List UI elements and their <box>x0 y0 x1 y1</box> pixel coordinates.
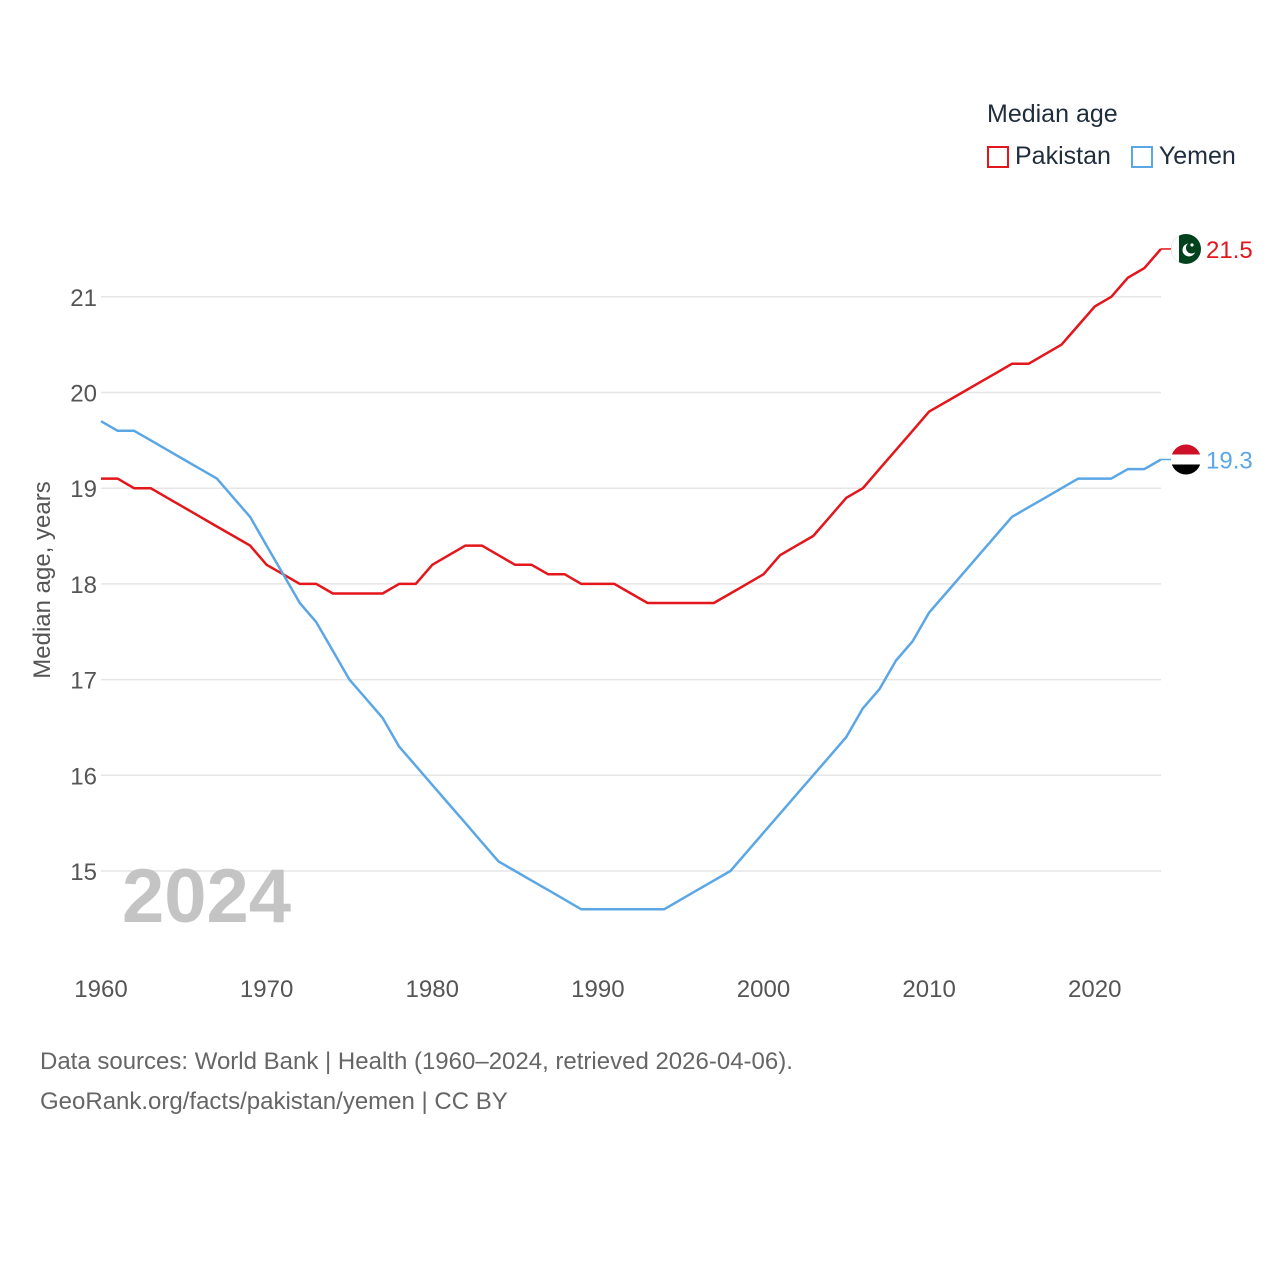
y-axis-label: Median age, years <box>29 481 56 678</box>
x-tick-label: 1960 <box>74 976 127 1003</box>
x-tick-label: 2020 <box>1068 976 1121 1003</box>
y-tick-label: 21 <box>70 285 97 312</box>
end-value-label-yemen: 19.3 <box>1206 447 1253 474</box>
series-line-yemen[interactable] <box>100 420 1162 911</box>
end-value-label-pakistan: 21.5 <box>1206 237 1253 264</box>
legend-title: Median age <box>987 100 1118 128</box>
series-line-pakistan[interactable] <box>101 248 1162 605</box>
x-tick-label: 1980 <box>406 976 459 1003</box>
legend-item-yemen[interactable]: Yemen <box>1130 142 1236 171</box>
y-tick-label: 20 <box>70 381 97 408</box>
x-tick-label: 1990 <box>571 976 624 1003</box>
legend-swatch-pakistan <box>987 145 1009 168</box>
y-axis-ticks: 15 16 17 18 19 20 21 <box>70 285 97 886</box>
x-tick-label: 2010 <box>902 976 955 1003</box>
y-tick-label: 19 <box>70 476 97 503</box>
y-tick-label: 16 <box>70 763 97 790</box>
footer-attribution[interactable]: GeoRank.org/facts/pakistan/yemen | CC BY <box>40 1088 508 1115</box>
y-tick-label: 18 <box>70 572 97 599</box>
y-tick-label: 17 <box>70 668 97 695</box>
grid-lines <box>101 296 1161 872</box>
end-labels: 21.5 19.3 <box>1161 233 1253 475</box>
y-tick-label: 15 <box>70 859 97 886</box>
legend-label-pakistan: Pakistan <box>1015 142 1111 170</box>
legend-label-yemen: Yemen <box>1158 142 1236 170</box>
footer: Data sources: World Bank | Health (1960–… <box>40 1042 793 1122</box>
x-tick-label: 1970 <box>240 976 293 1003</box>
yemen-flag-icon <box>1171 444 1201 475</box>
x-tick-label: 2000 <box>737 976 790 1003</box>
series-lines <box>100 248 1162 911</box>
pakistan-flag-icon <box>1171 233 1201 264</box>
legend-swatch-yemen <box>1130 145 1153 168</box>
year-watermark: 2024 <box>122 854 291 939</box>
x-axis-ticks: 1960 1970 1980 1990 2000 2010 2020 <box>74 976 1121 1003</box>
legend-item-pakistan[interactable]: Pakistan <box>987 142 1111 171</box>
legend: Pakistan Yemen <box>987 142 1236 171</box>
footer-sources: Data sources: World Bank | Health (1960–… <box>40 1048 793 1075</box>
